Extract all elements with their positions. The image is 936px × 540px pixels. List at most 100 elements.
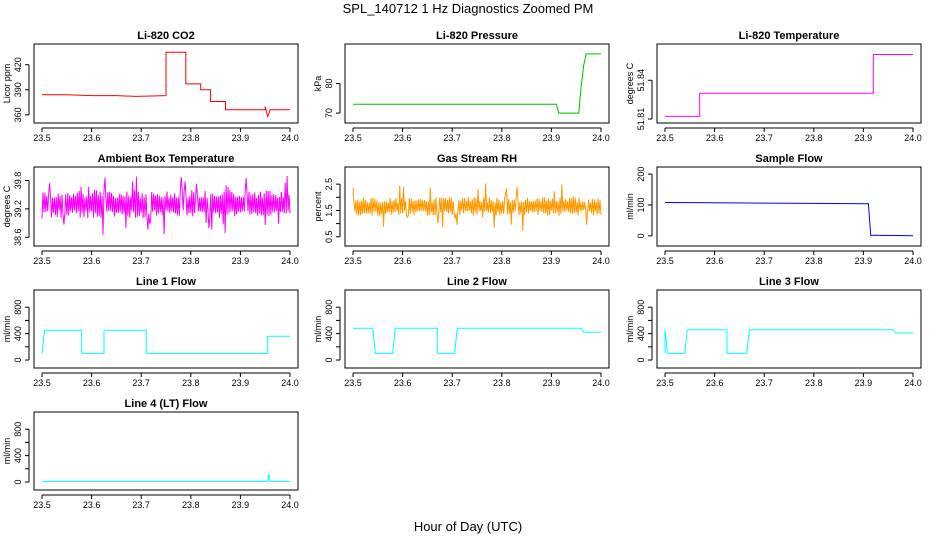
y-tick-label: 400 — [636, 326, 646, 341]
panel-title: Li-820 Pressure — [436, 30, 518, 42]
chart-panel: Line 3 Flow 23.5 23.6 23.7 23.8 23.9 24.0 0 400 8… — [625, 276, 922, 388]
x-tick-label: 23.8 — [182, 133, 200, 143]
plot-frame — [344, 289, 610, 369]
series-line — [41, 329, 290, 354]
chart-panel: Line 4 (LT) Flow 23.5 23.6 23.7 23.8 23.9 24.0… — [2, 398, 299, 510]
y-axis-label: kPa — [313, 76, 323, 92]
x-tick-label: 23.7 — [132, 378, 150, 388]
x-tick-label: 23.9 — [543, 378, 561, 388]
plot-frame — [33, 166, 299, 247]
x-tick-label: 23.7 — [755, 378, 773, 388]
y-axis-label: ml/min — [625, 316, 635, 343]
x-tick-label: 23.6 — [83, 256, 101, 266]
series-line — [665, 54, 913, 117]
x-tick-label: 23.6 — [706, 256, 724, 266]
series-line — [664, 329, 913, 354]
panel-title: Li-820 Temperature — [739, 30, 840, 42]
y-tick-label: 200 — [636, 167, 646, 182]
x-tick-label: 23.7 — [755, 256, 773, 266]
x-tick-label: 23.7 — [132, 133, 150, 143]
y-tick-label: 800 — [324, 300, 334, 315]
chart-panel: Gas Stream RH 23.5 23.6 23.7 23.8 23.9 24.0 0.5… — [313, 153, 610, 266]
y-axis-label: ml/min — [2, 438, 12, 465]
panel-title: Line 1 Flow — [136, 276, 196, 288]
y-tick-label: 400 — [13, 448, 23, 463]
y-axis-label: degrees C — [2, 185, 12, 227]
y-tick-label: 51.84 — [636, 69, 646, 92]
x-tick-label: 23.8 — [493, 256, 511, 266]
series-line — [41, 175, 291, 235]
y-axis-label: percent — [313, 191, 323, 222]
y-tick-label: 39.8 — [13, 172, 23, 190]
y-tick-label: 390 — [13, 82, 23, 97]
y-tick-label: 0.5 — [324, 230, 334, 243]
figure-title: SPL_140712 1 Hz Diagnostics Zoomed PM — [343, 1, 594, 16]
series-line — [42, 51, 290, 119]
x-tick-label: 23.6 — [706, 133, 724, 143]
plot-frame — [344, 43, 610, 124]
x-tick-label: 23.6 — [83, 378, 101, 388]
x-tick-label: 24.0 — [592, 256, 610, 266]
chart-panel: Ambient Box Temperature 23.5 23.6 23.7 23.8 2… — [2, 153, 299, 266]
x-tick-label: 24.0 — [281, 133, 299, 143]
x-tick-label: 24.0 — [904, 378, 922, 388]
x-tick-label: 24.0 — [592, 378, 610, 388]
x-tick-label: 23.7 — [443, 378, 461, 388]
y-tick-label: 1.5 — [324, 204, 334, 217]
panels-grid: Li-820 CO2 23.5 23.6 23.7 23.8 23.9 24.0 360 390… — [2, 30, 922, 510]
y-tick-label: 38.6 — [13, 229, 23, 247]
y-tick-label: 400 — [324, 326, 334, 341]
y-axis-label: Licor ppm — [2, 64, 12, 104]
x-tick-label: 23.6 — [394, 378, 412, 388]
x-tick-label: 23.5 — [33, 378, 51, 388]
x-tick-label: 23.9 — [232, 500, 250, 510]
y-tick-label: 800 — [636, 300, 646, 315]
y-tick-label: 51.81 — [636, 108, 646, 131]
figure-x-axis-label: Hour of Day (UTC) — [414, 519, 522, 534]
x-tick-label: 24.0 — [904, 133, 922, 143]
panel-title: Gas Stream RH — [437, 153, 517, 165]
y-tick-label: 420 — [13, 57, 23, 72]
x-tick-label: 23.5 — [656, 378, 674, 388]
y-tick-label: 800 — [13, 300, 23, 315]
series-line — [664, 202, 914, 237]
y-tick-label: 0 — [13, 480, 23, 485]
y-tick-label: 2.5 — [324, 178, 334, 191]
x-tick-label: 23.7 — [132, 500, 150, 510]
x-tick-label: 23.9 — [543, 133, 561, 143]
y-tick-label: 0 — [636, 233, 646, 238]
x-tick-label: 24.0 — [281, 256, 299, 266]
x-tick-label: 23.5 — [344, 133, 362, 143]
x-tick-label: 23.8 — [182, 500, 200, 510]
x-tick-label: 23.5 — [344, 256, 362, 266]
series-line — [353, 327, 601, 354]
y-tick-label: 39.2 — [13, 200, 23, 218]
y-tick-label: 80 — [324, 78, 334, 88]
x-tick-label: 23.9 — [543, 256, 561, 266]
x-tick-label: 23.5 — [656, 133, 674, 143]
chart-panel: Sample Flow 23.5 23.6 23.7 23.8 23.9 24.0 0 100 2… — [625, 153, 922, 266]
y-tick-label: 0 — [636, 358, 646, 363]
x-tick-label: 23.6 — [83, 133, 101, 143]
y-axis-label: ml/min — [313, 316, 323, 343]
x-tick-label: 23.5 — [656, 256, 674, 266]
x-tick-label: 23.8 — [182, 256, 200, 266]
x-tick-label: 23.5 — [33, 500, 51, 510]
series-line — [353, 53, 601, 114]
panel-title: Li-820 CO2 — [137, 30, 194, 42]
chart-panel: Line 1 Flow 23.5 23.6 23.7 23.8 23.9 24.0 0 400 8… — [2, 276, 299, 388]
x-tick-label: 23.8 — [493, 133, 511, 143]
x-tick-label: 24.0 — [281, 378, 299, 388]
series-line — [352, 183, 602, 232]
chart-panel: Li-820 Temperature 23.5 23.6 23.7 23.8 23.9 24… — [625, 30, 922, 143]
x-tick-label: 23.9 — [232, 133, 250, 143]
x-tick-label: 23.6 — [706, 378, 724, 388]
plot-frame — [344, 166, 610, 247]
panel-title: Line 2 Flow — [447, 276, 507, 288]
chart-panel: Li-820 Pressure 23.5 23.6 23.7 23.8 23.9 24.0 7… — [313, 30, 610, 143]
x-tick-label: 24.0 — [281, 500, 299, 510]
x-tick-label: 23.7 — [443, 133, 461, 143]
panel-title: Line 4 (LT) Flow — [125, 398, 208, 410]
plot-frame — [656, 289, 922, 369]
